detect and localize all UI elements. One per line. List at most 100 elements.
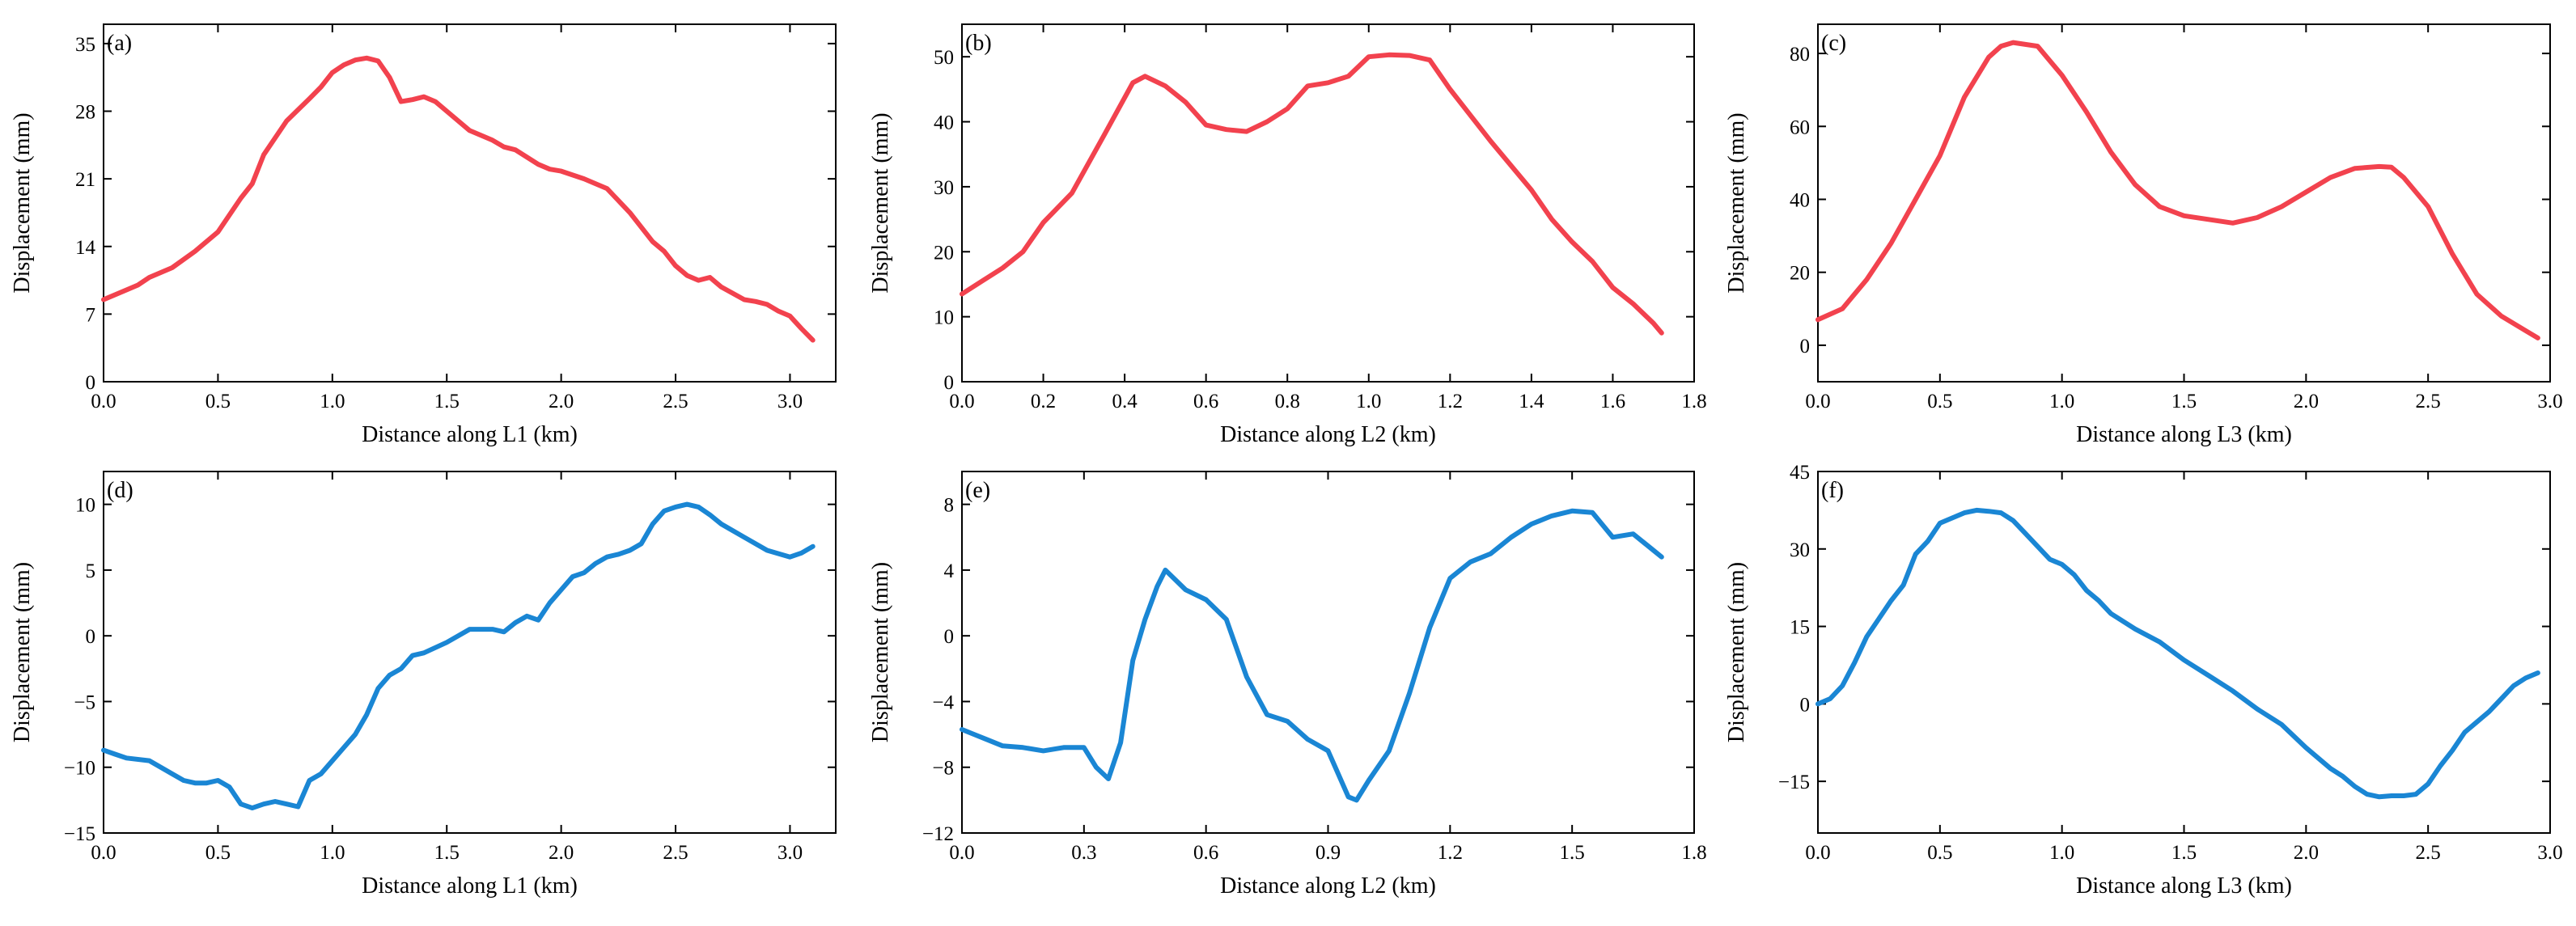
y-tick-label: 0 — [86, 626, 96, 648]
x-tick-label: 2.5 — [663, 842, 688, 864]
panel-label: (b) — [965, 31, 992, 56]
panel-label: (f) — [1821, 478, 1844, 503]
y-axis-label: Displacement (mm) — [10, 562, 35, 742]
series-line — [960, 508, 1664, 803]
x-tick-label: 1.5 — [2171, 391, 2197, 412]
y-tick-label: 60 — [1790, 116, 1810, 138]
y-tick-label: 0 — [1800, 694, 1811, 716]
x-tick-label: 2.5 — [2416, 391, 2441, 412]
panel-a: 0.0 0.5 1.0 1.5 2.0 2.5 3.0 0 7 14 21 28 35 Distance … — [10, 23, 837, 447]
y-tick-label: 35 — [75, 34, 95, 56]
y-tick-label: 0 — [944, 626, 955, 648]
x-tick-label: 0.0 — [1805, 842, 1830, 864]
x-axis-label: Distance along L3 (km) — [2076, 873, 2292, 899]
y-tick-label: −8 — [932, 758, 954, 780]
y-tick-label: 10 — [934, 307, 954, 329]
x-tick-label: 0.0 — [1805, 391, 1830, 412]
x-tick-label: 0.5 — [1927, 842, 1952, 864]
y-axis-label: Displacement (mm) — [1724, 562, 1749, 742]
series-line — [1815, 507, 2540, 800]
x-tick-label: 0.0 — [91, 391, 116, 412]
plot-frame — [1817, 23, 2551, 383]
x-tick-label: 0.8 — [1275, 391, 1300, 412]
y-tick-label: 15 — [1790, 617, 1810, 639]
x-tick-label: 0.6 — [1193, 391, 1218, 412]
x-tick-label: 0.5 — [205, 391, 231, 412]
panel-b: 0.0 0.2 0.4 0.6 0.8 1.0 1.2 1.4 1.6 1.8 0 10 20 30 40 5… — [868, 23, 1707, 447]
x-tick-label: 3.0 — [2537, 842, 2562, 864]
panel-f: 0.0 0.5 1.0 1.5 2.0 2.5 3.0 −15 0 15 30 45 Distance … — [1724, 462, 2563, 899]
x-tick-label: 0.9 — [1316, 842, 1341, 864]
plot-frame — [961, 23, 1695, 383]
panel-label: (c) — [1821, 31, 1846, 56]
x-axis-label: Distance along L2 (km) — [1220, 873, 1436, 899]
y-tick-label: 5 — [86, 560, 96, 582]
x-tick-label: 1.6 — [1600, 391, 1625, 412]
panel-d: 0.0 0.5 1.0 1.5 2.0 2.5 3.0 −15 −10 −5 0 5 10 Distanc… — [10, 471, 837, 899]
x-tick-label: 2.0 — [549, 391, 574, 412]
x-tick-label: 2.0 — [549, 842, 574, 864]
y-tick-label: −15 — [1778, 772, 1810, 793]
x-tick-label: 2.5 — [663, 391, 688, 412]
panel-c: 0.0 0.5 1.0 1.5 2.0 2.5 3.0 0 20 40 60 80 Distance a… — [1724, 23, 2563, 447]
x-tick-label: 1.2 — [1438, 391, 1463, 412]
panel-label: (a) — [107, 31, 132, 56]
plot-frame — [1817, 471, 2551, 834]
x-tick-label: 1.0 — [320, 391, 345, 412]
x-tick-label: 1.4 — [1519, 391, 1544, 412]
y-tick-label: 7 — [86, 304, 96, 326]
y-axis-label: Displacement (mm) — [868, 562, 893, 742]
x-tick-label: 0.3 — [1071, 842, 1096, 864]
y-axis-label: Displacement (mm) — [10, 112, 35, 293]
x-tick-label: 3.0 — [777, 391, 803, 412]
y-tick-label: −12 — [922, 823, 954, 845]
plot-frame — [103, 23, 837, 383]
series-line — [1815, 40, 2540, 340]
x-tick-label: 0.5 — [1927, 391, 1952, 412]
panel-label: (d) — [107, 478, 133, 503]
y-tick-label: 28 — [75, 102, 95, 124]
x-axis-label: Distance along L1 (km) — [362, 873, 578, 899]
y-tick-label: 40 — [934, 112, 954, 134]
x-tick-label: 0.0 — [949, 842, 974, 864]
y-tick-label: 0 — [86, 372, 96, 394]
x-tick-label: 1.5 — [434, 842, 460, 864]
y-tick-label: 45 — [1790, 462, 1810, 484]
x-tick-label: 3.0 — [777, 842, 803, 864]
x-tick-label: 0.4 — [1112, 391, 1138, 412]
series-line — [101, 55, 816, 343]
plot-frame — [103, 471, 837, 834]
x-tick-label: 1.0 — [2049, 391, 2074, 412]
y-tick-label: −15 — [64, 823, 95, 845]
x-tick-label: 0.2 — [1031, 391, 1056, 412]
x-tick-label: 1.8 — [1681, 391, 1706, 412]
x-tick-label: 2.0 — [2294, 842, 2319, 864]
y-tick-label: 30 — [934, 177, 954, 199]
y-tick-label: −10 — [64, 758, 95, 780]
y-tick-label: 20 — [934, 242, 954, 264]
x-tick-label: 1.5 — [1560, 842, 1585, 864]
y-tick-label: 30 — [1790, 539, 1810, 561]
y-axis-label: Displacement (mm) — [1724, 112, 1749, 293]
x-tick-label: 1.5 — [2171, 842, 2197, 864]
series-line — [101, 501, 816, 811]
y-tick-label: 80 — [1790, 44, 1810, 66]
y-tick-label: 10 — [75, 495, 95, 517]
series-line — [960, 52, 1664, 336]
y-tick-label: −5 — [74, 691, 95, 713]
y-tick-label: 14 — [75, 237, 96, 259]
x-tick-label: 1.0 — [320, 842, 345, 864]
y-axis-label: Displacement (mm) — [868, 112, 893, 293]
x-tick-label: 2.5 — [2416, 842, 2441, 864]
x-axis-label: Distance along L1 (km) — [362, 422, 578, 447]
x-tick-label: 2.0 — [2294, 391, 2319, 412]
panel-e: 0.0 0.3 0.6 0.9 1.2 1.5 1.8 −12 −8 −4 0 4 8 Distance … — [868, 471, 1707, 899]
x-tick-label: 0.5 — [205, 842, 231, 864]
y-tick-label: 4 — [944, 560, 955, 582]
x-tick-label: 3.0 — [2537, 391, 2562, 412]
x-tick-label: 1.5 — [434, 391, 460, 412]
y-tick-label: 21 — [75, 169, 95, 191]
panel-label: (e) — [965, 478, 990, 503]
y-tick-label: 0 — [944, 372, 955, 394]
